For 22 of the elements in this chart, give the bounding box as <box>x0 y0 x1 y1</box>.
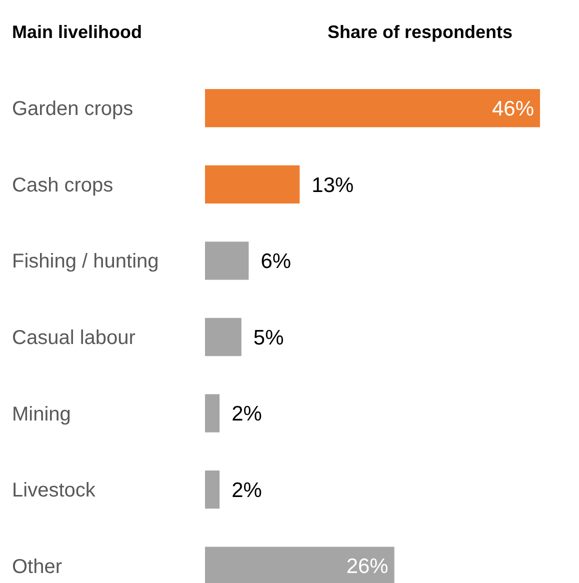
data-label: 2% <box>232 478 262 502</box>
data-label: 46% <box>492 97 534 120</box>
y-tick-label: Fishing / hunting <box>12 250 159 273</box>
y-axis-title: Main livelihood <box>12 22 142 42</box>
data-label: 2% <box>232 402 262 426</box>
data-label: 5% <box>253 326 284 350</box>
y-tick-label: Mining <box>12 403 71 426</box>
y-tick-label: Casual labour <box>12 327 136 349</box>
bar <box>205 470 220 509</box>
bar <box>205 242 249 280</box>
y-tick-label: Garden crops <box>12 98 134 120</box>
y-tick-label: Other <box>12 556 62 578</box>
y-tick-label: Livestock <box>12 480 96 502</box>
data-label: 13% <box>312 174 354 197</box>
bar <box>205 165 300 204</box>
bar <box>205 318 242 356</box>
data-label: 6% <box>260 250 292 274</box>
x-axis-title: Share of respondents <box>327 22 513 42</box>
bar <box>205 394 220 432</box>
y-tick-label: Cash crops <box>12 174 114 196</box>
data-label: 26% <box>346 555 388 578</box>
bar <box>205 89 540 128</box>
